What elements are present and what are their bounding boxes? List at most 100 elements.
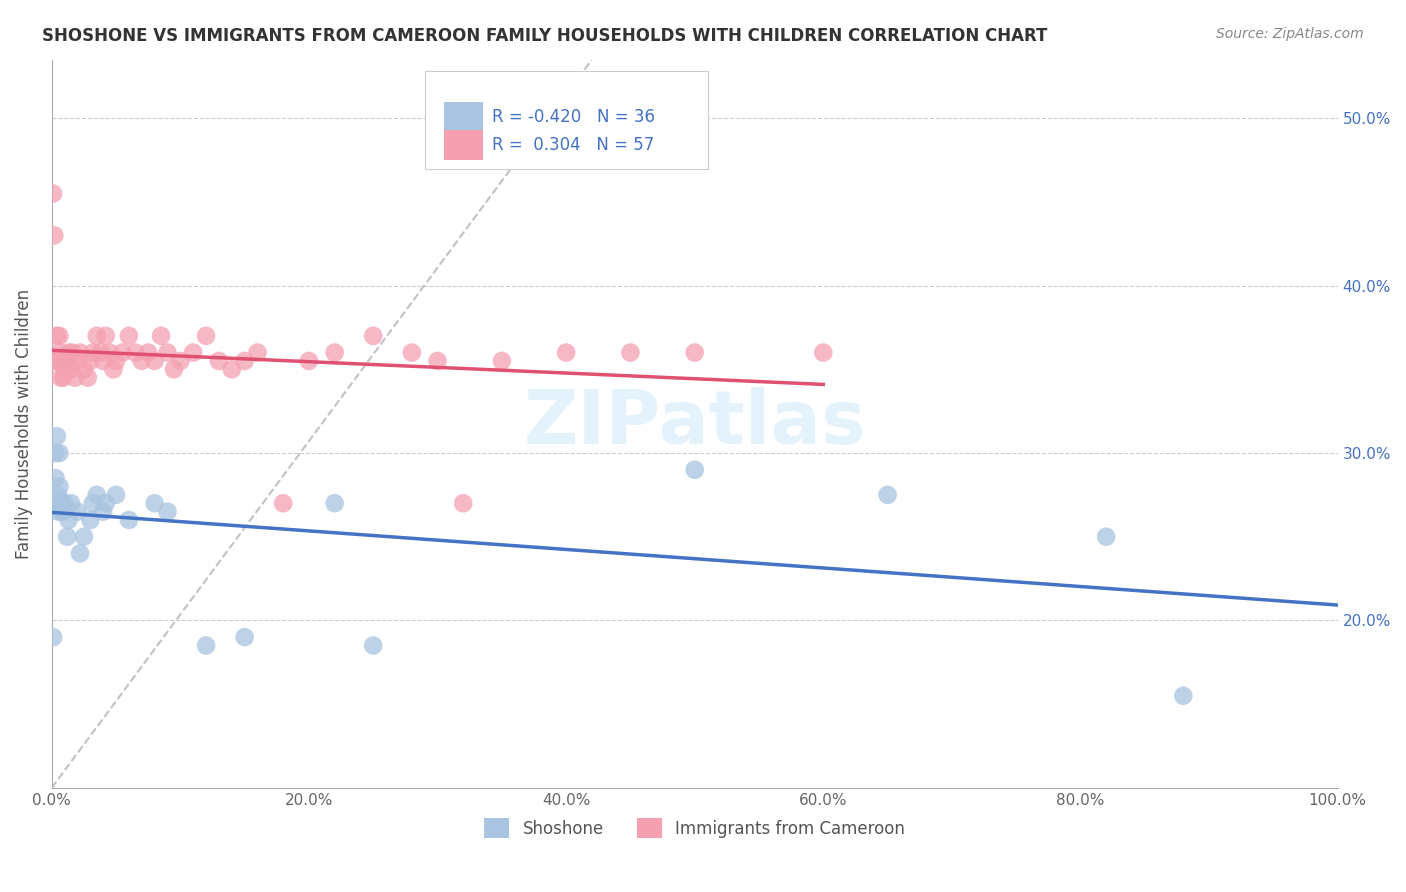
- Point: [45, 429, 67, 443]
- Point: [48, 479, 70, 493]
- Point: [105, 354, 128, 368]
- Point: [181, 345, 204, 359]
- Point: [103, 362, 125, 376]
- Text: Source: ZipAtlas.com: Source: ZipAtlas.com: [1216, 27, 1364, 41]
- Point: [82, 345, 104, 359]
- Text: R = -0.420   N = 36: R = -0.420 N = 36: [492, 108, 655, 126]
- Point: [51, 496, 73, 510]
- Point: [150, 328, 173, 343]
- Point: [69, 546, 91, 560]
- Point: [46, 488, 69, 502]
- Point: [73, 362, 96, 376]
- Point: [94, 328, 117, 343]
- Point: [56, 530, 79, 544]
- Point: [169, 354, 191, 368]
- Point: [208, 354, 231, 368]
- Point: [48, 345, 70, 359]
- Point: [66, 354, 89, 368]
- Text: R =  0.304   N = 57: R = 0.304 N = 57: [492, 136, 654, 153]
- Point: [63, 370, 86, 384]
- Point: [49, 505, 72, 519]
- Point: [233, 354, 256, 368]
- Point: [42, 186, 65, 201]
- Point: [44, 496, 66, 510]
- Point: [82, 496, 104, 510]
- Point: [131, 354, 153, 368]
- Point: [361, 328, 384, 343]
- Point: [246, 345, 269, 359]
- Point: [45, 328, 67, 343]
- Point: [58, 345, 80, 359]
- FancyBboxPatch shape: [444, 129, 482, 160]
- Point: [44, 228, 66, 243]
- Point: [79, 513, 101, 527]
- Point: [76, 370, 98, 384]
- Point: [53, 362, 76, 376]
- Text: SHOSHONE VS IMMIGRANTS FROM CAMEROON FAMILY HOUSEHOLDS WITH CHILDREN CORRELATION: SHOSHONE VS IMMIGRANTS FROM CAMEROON FAM…: [42, 27, 1047, 45]
- Point: [45, 354, 67, 368]
- Point: [156, 505, 179, 519]
- Point: [52, 370, 75, 384]
- Point: [73, 530, 96, 544]
- Point: [323, 345, 346, 359]
- Point: [683, 463, 706, 477]
- Text: ZIPatlas: ZIPatlas: [523, 387, 866, 460]
- Point: [323, 496, 346, 510]
- Point: [66, 505, 89, 519]
- Point: [60, 362, 83, 376]
- Point: [221, 362, 243, 376]
- Point: [118, 328, 141, 343]
- Point: [451, 496, 474, 510]
- Point: [156, 345, 179, 359]
- Point: [91, 354, 114, 368]
- Legend: Shoshone, Immigrants from Cameroon: Shoshone, Immigrants from Cameroon: [478, 812, 912, 845]
- Point: [48, 328, 70, 343]
- Point: [58, 513, 80, 527]
- Point: [143, 354, 166, 368]
- FancyBboxPatch shape: [444, 102, 482, 132]
- Point: [53, 496, 76, 510]
- Point: [195, 639, 218, 653]
- Point: [683, 345, 706, 359]
- Point: [45, 446, 67, 460]
- Point: [555, 345, 578, 359]
- Point: [98, 345, 121, 359]
- Point: [1173, 689, 1195, 703]
- Point: [619, 345, 641, 359]
- Point: [49, 370, 72, 384]
- Point: [491, 354, 513, 368]
- Point: [46, 354, 69, 368]
- Point: [118, 513, 141, 527]
- Point: [426, 354, 449, 368]
- Y-axis label: Family Households with Children: Family Households with Children: [15, 289, 32, 558]
- Point: [124, 345, 146, 359]
- Point: [45, 471, 67, 485]
- Point: [271, 496, 294, 510]
- Point: [233, 630, 256, 644]
- Point: [105, 488, 128, 502]
- Point: [91, 505, 114, 519]
- Point: [60, 496, 83, 510]
- Point: [94, 496, 117, 510]
- Point: [46, 505, 69, 519]
- Point: [52, 505, 75, 519]
- Point: [69, 345, 91, 359]
- Point: [401, 345, 423, 359]
- Point: [79, 354, 101, 368]
- Point: [51, 354, 73, 368]
- Point: [48, 446, 70, 460]
- Point: [42, 630, 65, 644]
- Point: [298, 354, 321, 368]
- Point: [163, 362, 186, 376]
- Point: [56, 354, 79, 368]
- Point: [143, 496, 166, 510]
- Point: [90, 345, 112, 359]
- Point: [813, 345, 835, 359]
- FancyBboxPatch shape: [425, 70, 707, 169]
- Point: [86, 488, 108, 502]
- Point: [136, 345, 159, 359]
- Point: [876, 488, 898, 502]
- Point: [60, 345, 83, 359]
- Point: [361, 639, 384, 653]
- Point: [86, 328, 108, 343]
